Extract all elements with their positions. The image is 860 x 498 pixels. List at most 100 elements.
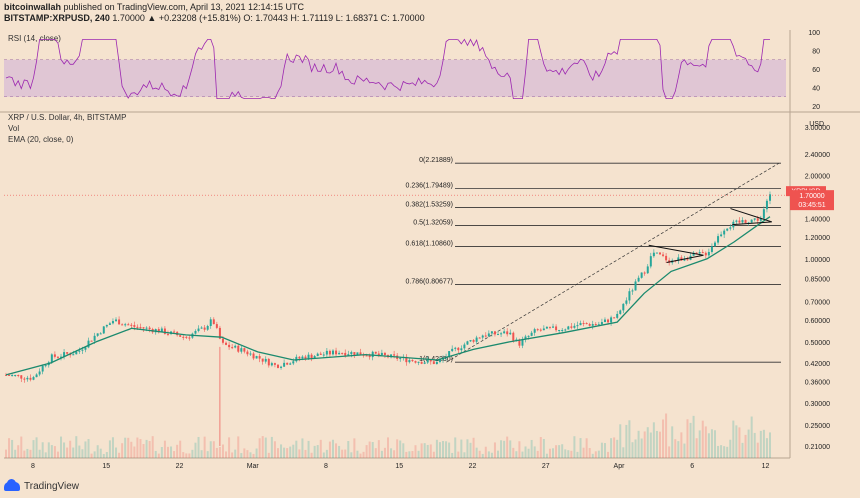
candle-body [90,340,93,342]
candle-body [225,342,228,345]
rsi-tick-label: 40 [812,86,820,93]
candle-body [63,352,66,357]
candle-body [8,374,11,376]
candle-body [328,350,331,355]
price-chart[interactable]: 100 80 60 40 20 RSI (14, close) 3.00000 2.40000… [0,0,860,476]
candle-body [148,327,151,330]
price-tick-label: 0.21000 [805,444,830,451]
candle-body [475,337,478,342]
candle-body [662,254,665,256]
candle-body [741,220,744,223]
main-title: XRP / U.S. Dollar, 4h, BITSTAMP [8,113,126,122]
volume-bar [570,450,573,458]
candle-body [206,325,209,330]
candle-body [524,336,527,340]
candle-body [649,256,652,267]
candle-body [359,352,362,355]
candle-body [466,341,469,345]
candle-body [102,326,105,334]
candle-body [625,300,628,304]
volume-bar [127,437,130,458]
volume-bar [732,420,735,458]
volume-bar [750,416,753,458]
candle-body [56,356,59,358]
volume-bar [536,450,539,458]
candle-body [50,354,53,363]
candle-body [665,255,668,261]
candle-body [179,335,182,337]
volume-bar [723,446,726,458]
volume-bar [542,439,545,458]
volume-bar [387,437,389,458]
volume-bar [497,450,500,458]
candle-body [698,252,701,254]
candle-body [591,324,594,326]
candle-body [579,323,582,326]
volume-bar [246,450,249,458]
candle-body [658,252,661,255]
candle-body [93,335,96,341]
volume-bar [435,439,438,458]
volume-bar [509,440,512,458]
volume-bar [173,451,176,458]
volume-bar [530,439,533,458]
candle-body [527,335,530,337]
volume-bar [564,449,567,458]
candle-body [115,319,118,322]
candle-body [32,377,35,380]
volume-bar [121,443,124,458]
candle-body [29,377,32,380]
triangle-pattern [730,208,772,226]
volume-bar [451,452,454,458]
volume-bar [261,436,264,458]
candle-body [552,326,555,328]
candle-body [503,331,506,334]
candle-body [99,333,102,335]
candle-body [166,333,169,335]
candle-body [695,252,698,254]
candle-body [744,220,747,224]
author-name[interactable]: bitcoinwallah [4,2,62,12]
symbol-text[interactable]: BITSTAMP:XRPUSD, 240 [4,13,110,23]
tradingview-logo[interactable]: TradingView [4,479,79,492]
price-tag-countdown: 03:45:51 [798,202,825,209]
candle-body [536,329,539,331]
candle-body [273,363,276,365]
candle-body [399,358,402,360]
candle-body [616,313,619,318]
volume-bar [160,446,163,458]
volume-bar [53,446,56,458]
candle-body [555,326,558,331]
candle-body [393,354,396,356]
volume-bar [683,443,686,458]
candle-body [270,363,273,366]
candle-body [75,351,78,355]
volume-bar [652,422,655,458]
candle-body [423,362,426,364]
candle-body [603,319,606,323]
candle-body [411,360,414,362]
volume-bar [289,446,292,458]
volume-bar [185,453,188,458]
candle-body [130,324,133,326]
volume-bar [448,442,451,458]
volume-bar [32,440,35,458]
price-tick-label: 1.00000 [805,257,830,264]
candle-body [133,325,136,327]
volume-bar [81,449,84,458]
volume-bar [240,453,243,458]
volume-bar [393,450,396,458]
volume-bar [105,452,108,458]
volume-bar [478,450,481,458]
candle-body [454,347,457,349]
volume-bar [26,448,29,458]
time-tick-label: 12 [762,463,770,470]
fib-level-label: 0.618(1.10860) [406,240,453,247]
candle-body [240,348,243,352]
candle-body [108,323,111,325]
time-tick-label: 15 [395,463,403,470]
volume-bar [218,446,221,458]
volume-bar [692,415,695,458]
candle-body [319,353,322,355]
volume-bar [108,440,111,458]
